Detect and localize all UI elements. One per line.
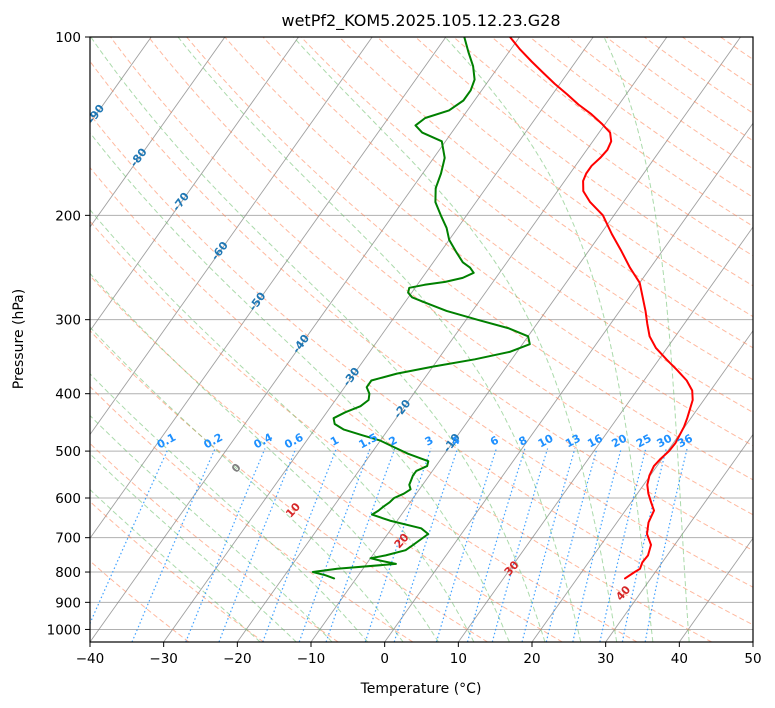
dry-adiabat (186, 37, 753, 481)
isotherm--60 (90, 37, 373, 436)
mixing-ratio-line-30 (621, 448, 667, 642)
isotherm--20 (236, 37, 668, 642)
moist-adiabat (90, 414, 333, 642)
x-tick-label: 30 (597, 651, 614, 667)
dry-adiabat (90, 442, 339, 642)
mixing-ratio-label: 30 (655, 432, 675, 451)
moist-adiabat (90, 132, 510, 642)
isotherm-30 (605, 433, 753, 642)
profile-series (311, 37, 694, 580)
mixing-ratio-label: 36 (675, 432, 695, 451)
axis-ticks: −40 −30 −20 −10 0 10 20 30 40 50 100 200 300 400 500 60… (47, 30, 762, 667)
plot-frame (89, 36, 754, 643)
y-tick-label: 800 (55, 565, 81, 581)
chart-title: wetPf2_KOM5.2025.105.12.23.G28 (281, 11, 560, 31)
temperature-line (509, 37, 694, 580)
isotherm-10 (457, 226, 753, 642)
dry-adiabat (415, 37, 753, 287)
y-axis-label: Pressure (hPa) (11, 289, 27, 389)
mixing-ratio-line-1 (262, 448, 337, 642)
dry-adiabat (529, 37, 753, 198)
moist-adiabat (90, 373, 369, 642)
mixing-ratio-line-25 (599, 448, 647, 642)
isotherm-40 (678, 537, 753, 642)
y-tick-label: 100 (55, 30, 81, 46)
moist-adiabat (90, 37, 546, 642)
x-tick-label: −30 (149, 651, 178, 667)
x-tick-label: 20 (523, 651, 540, 667)
dry-adiabat (338, 37, 753, 349)
mixing-ratio-line-8 (466, 448, 526, 642)
dry-adiabat (90, 385, 414, 642)
dewpoint-line (311, 37, 531, 580)
isotherm--30 (163, 37, 594, 642)
dry-adiabat (90, 220, 638, 642)
moist-adiabat (293, 37, 618, 642)
mixing-ratio-line-6 (435, 448, 497, 642)
mixing-ratio-line-36 (644, 448, 688, 642)
x-tick-label: 0 (380, 651, 389, 667)
moist-adiabat (603, 37, 690, 642)
dry-adiabat (224, 37, 753, 447)
mixing-ratio-label: 10 (536, 432, 556, 451)
mixing-ratio-label: 13 (563, 432, 583, 451)
y-tick-label: 500 (55, 444, 81, 460)
moist-adiabat (444, 37, 654, 642)
moist-adiabat (90, 272, 439, 642)
dry-adiabat (491, 37, 753, 227)
mixing-ratio-lines (90, 448, 688, 642)
mixing-ratio-line-0.6 (218, 448, 297, 642)
dry-adiabat (90, 60, 753, 588)
y-tick-label: 400 (55, 387, 81, 403)
dry-adiabat (148, 37, 753, 516)
dry-adiabat (110, 37, 753, 552)
isotherm--50 (90, 37, 447, 540)
x-tick-label: −40 (76, 651, 105, 667)
moist-adiabat (90, 209, 475, 642)
y-tick-label: 1000 (47, 622, 81, 638)
mixing-ratio-line-0.1 (90, 448, 169, 625)
y-tick-label: 300 (55, 313, 81, 329)
y-tick-label: 900 (55, 595, 81, 611)
y-tick-label: 200 (55, 208, 81, 224)
mixing-ratio-label: 16 (585, 432, 605, 451)
y-tick-label: 600 (55, 491, 81, 507)
mixing-ratio-line-16 (545, 448, 598, 642)
x-tick-label: −10 (297, 651, 326, 667)
y-tick-label: 700 (55, 531, 81, 547)
isotherm--10 (310, 37, 741, 642)
x-tick-label: 10 (450, 651, 467, 667)
dry-adiabat (605, 37, 753, 142)
isotherms (90, 37, 753, 642)
dry-adiabat (90, 166, 712, 642)
plot-area: -100-90-80-70-60-50-40-30-20-100.10.20.4… (90, 37, 753, 642)
dry-adiabat (90, 500, 264, 642)
mixing-ratio-line-0.2 (131, 448, 216, 642)
dry-adiabat (90, 113, 753, 626)
x-tick-label: 50 (744, 651, 761, 667)
isotherm-0 (384, 122, 753, 642)
dry-adiabat (262, 37, 753, 414)
mixing-ratio-line-20 (572, 448, 622, 642)
mixing-ratio-label: 25 (634, 432, 654, 451)
dry-adiabats (90, 37, 753, 642)
isotherm--70 (90, 37, 299, 332)
x-tick-label: 40 (671, 651, 688, 667)
mixing-ratio-line-10 (491, 448, 549, 642)
mixing-ratio-label: 20 (609, 432, 629, 451)
mixing-ratio-line-13 (521, 448, 576, 642)
isotherm--80 (90, 37, 226, 228)
x-tick-label: −20 (223, 651, 252, 667)
mixing-ratio-line-0.4 (185, 448, 266, 642)
isotherm-20 (531, 329, 753, 642)
isotherm--40 (90, 37, 520, 642)
x-axis-label: Temperature (°C) (360, 681, 482, 697)
